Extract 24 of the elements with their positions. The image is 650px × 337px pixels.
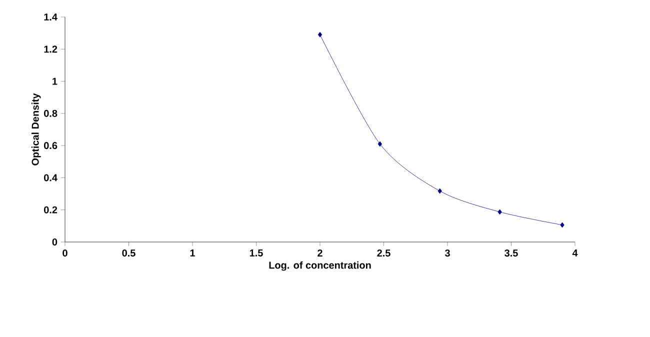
point	[438, 188, 442, 194]
x-tick-label: 2.5	[377, 250, 390, 257]
x-tick-label: 3.5	[504, 250, 518, 257]
point	[498, 209, 502, 215]
y-tick-label: 0.4	[44, 174, 58, 182]
y-tick-label: 1.4	[44, 14, 58, 20]
y-tick-label: 1	[52, 78, 58, 85]
y-tick-label: 0.6	[44, 142, 58, 150]
point	[318, 32, 322, 38]
y-tick-label: 0	[52, 238, 58, 246]
x-tick-label: 0	[62, 250, 68, 257]
x-tick-label: 1.5	[250, 250, 263, 256]
point	[378, 141, 382, 147]
x-tick-label: 4	[572, 250, 578, 256]
x-tick-label: 1	[190, 250, 195, 256]
y-axis-title: Optical Density	[32, 93, 41, 166]
y-tick-label: 0.8	[44, 110, 58, 117]
y-tick-label: 1.2	[44, 46, 58, 53]
point	[560, 222, 564, 228]
x-axis-title: Log. of concentration	[269, 261, 371, 271]
x-tick-label: 2	[318, 250, 322, 256]
x-tick-label: 3	[444, 250, 450, 257]
y-tick-label: 0.2	[44, 206, 58, 214]
x-tick-label: 0.5	[122, 250, 136, 257]
